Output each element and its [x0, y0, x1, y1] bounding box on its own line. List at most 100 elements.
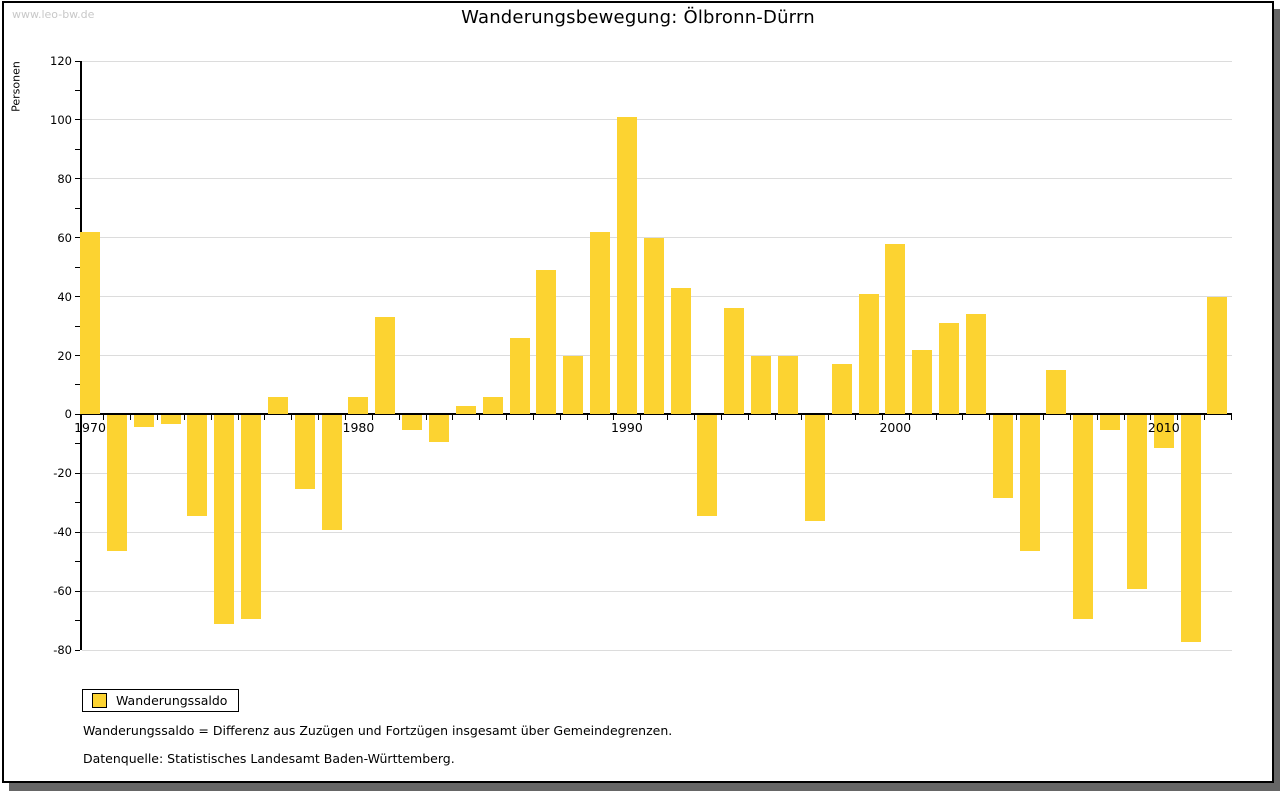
- legend-label: Wanderungssaldo: [116, 693, 228, 708]
- x-axis-tick: [989, 415, 991, 421]
- y-axis-tick: [75, 649, 80, 651]
- bar-1990: [616, 116, 637, 415]
- x-axis-tick: [452, 415, 454, 421]
- bar-1979: [321, 415, 342, 531]
- bar-1993: [697, 415, 718, 516]
- chart-title: Wanderungsbewegung: Ölbronn-Dürrn: [461, 7, 815, 28]
- bar-1971: [106, 415, 127, 551]
- y-axis-tick: [75, 266, 80, 268]
- x-axis-tick: [103, 415, 105, 421]
- y-axis-tick: [75, 384, 80, 386]
- bar-2010: [1153, 415, 1174, 448]
- x-axis-zero-line: [82, 413, 1232, 416]
- y-axis-tick: [75, 207, 80, 209]
- bar-1985: [482, 396, 503, 415]
- gridline--40: [82, 531, 1232, 533]
- bar-2001: [912, 349, 933, 415]
- bar-1997: [804, 415, 825, 522]
- x-axis-tick: [506, 415, 508, 421]
- x-axis-tick: [1230, 415, 1232, 421]
- y-axis-tick: [75, 620, 80, 622]
- x-axis-tick: [1069, 415, 1071, 421]
- y-axis-tick: [75, 148, 80, 150]
- x-axis-tick: [747, 415, 749, 421]
- x-axis-tick: [479, 415, 481, 421]
- gridline--20: [82, 472, 1232, 474]
- bar-2009: [1126, 415, 1147, 590]
- x-axis-label-1980: 1980: [342, 420, 375, 436]
- legend-swatch-icon: [92, 693, 107, 708]
- bar-1982: [402, 415, 423, 431]
- y-axis-tick: [75, 178, 80, 180]
- bar-2007: [1073, 415, 1094, 619]
- bar-2005: [1019, 415, 1040, 551]
- x-axis-tick: [371, 415, 373, 421]
- y-axis-label: 100: [50, 112, 72, 127]
- bar-1972: [133, 415, 154, 428]
- y-axis-tick: [75, 502, 80, 504]
- gridline-80: [82, 178, 1232, 180]
- bar-1988: [563, 355, 584, 415]
- gridline-100: [82, 119, 1232, 121]
- x-axis-tick: [720, 415, 722, 421]
- x-axis-tick: [586, 415, 588, 421]
- x-axis-tick: [559, 415, 561, 421]
- bar-1970: [80, 231, 100, 415]
- y-axis-label: -80: [53, 643, 72, 657]
- x-axis-tick: [855, 415, 857, 421]
- y-axis-tick: [75, 413, 80, 415]
- y-axis-tick: [75, 325, 80, 327]
- y-axis-title: Personen: [9, 61, 23, 112]
- y-axis-tick: [75, 119, 80, 121]
- y-axis-label: 20: [57, 348, 72, 363]
- x-axis-tick: [210, 415, 212, 421]
- y-axis-label: 80: [57, 171, 72, 186]
- x-axis-tick: [318, 415, 320, 421]
- y-axis-label: 0: [64, 407, 72, 422]
- x-axis-tick: [908, 415, 910, 421]
- watermark: www.leo-bw.de: [12, 8, 95, 21]
- x-axis-tick: [425, 415, 427, 421]
- bar-1977: [267, 396, 288, 415]
- bar-2002: [939, 323, 960, 415]
- bar-2003: [965, 314, 986, 415]
- x-axis-tick: [532, 415, 534, 421]
- y-axis-label: 40: [57, 289, 72, 304]
- x-axis-tick: [694, 415, 695, 421]
- bar-1991: [643, 237, 664, 415]
- x-axis-tick: [774, 415, 776, 421]
- bar-1995: [751, 355, 772, 415]
- bar-2000: [885, 243, 906, 415]
- x-axis-tick: [183, 415, 185, 421]
- y-axis-tick: [75, 89, 80, 91]
- x-axis-tick: [237, 415, 239, 421]
- y-axis-tick: [75, 355, 80, 356]
- x-axis-label-1970: 1970: [74, 420, 106, 436]
- y-axis-tick: [75, 531, 80, 533]
- x-axis-tick: [1204, 415, 1206, 421]
- bar-1989: [590, 231, 611, 415]
- bar-1999: [858, 293, 879, 415]
- bar-2004: [992, 415, 1013, 498]
- x-axis-tick: [1042, 415, 1044, 421]
- bar-1996: [777, 355, 798, 415]
- y-axis-tick: [75, 443, 80, 445]
- x-axis-tick: [613, 415, 615, 421]
- x-axis-tick: [398, 415, 400, 421]
- x-axis-tick: [667, 415, 669, 421]
- gridline--60: [82, 590, 1232, 592]
- legend-box: Wanderungssaldo: [82, 689, 240, 712]
- bar-1983: [428, 415, 449, 442]
- bar-1975: [214, 415, 235, 625]
- x-axis-tick: [640, 415, 642, 421]
- y-axis-tick: [75, 590, 80, 592]
- y-axis-label: -20: [53, 466, 72, 481]
- y-axis-label: -60: [53, 584, 72, 599]
- bar-1986: [509, 337, 530, 415]
- bar-1976: [241, 415, 262, 619]
- plot-area: 120 100 80 60 40 20 0 -20 -40 -60 -80 1970 1980 1990 2…: [50, 54, 1232, 657]
- bar-2011: [1180, 415, 1201, 643]
- x-axis-label-2000: 2000: [879, 420, 912, 436]
- y-axis-label: -40: [53, 525, 72, 540]
